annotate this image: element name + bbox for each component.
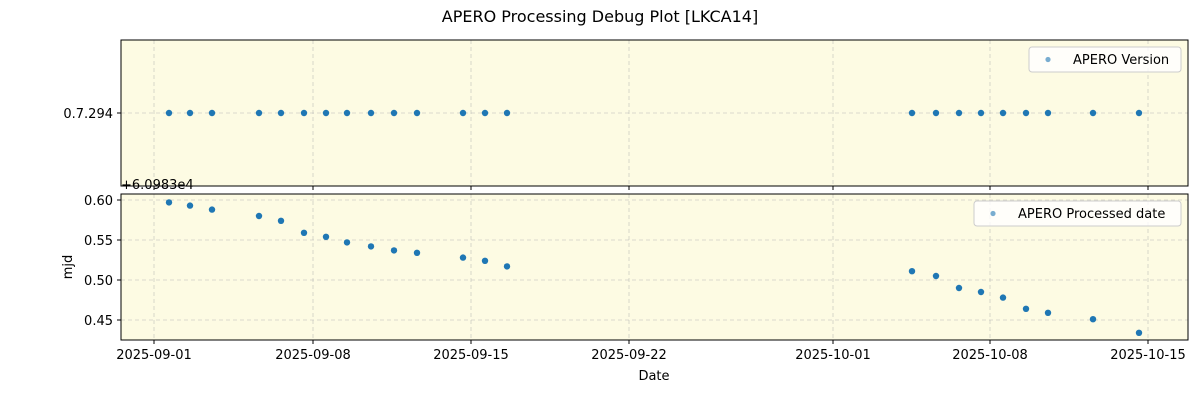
data-point — [1089, 316, 1097, 323]
x-tick-label: 2025-10-08 — [952, 348, 1028, 363]
data-point — [300, 229, 308, 236]
x-tick-label: 2025-09-15 — [433, 348, 509, 363]
data-point — [208, 206, 216, 213]
y-axis-label: mjd — [61, 255, 76, 280]
y-offset-text: +6.0983e4 — [121, 178, 194, 193]
legend-marker-icon — [1045, 56, 1051, 63]
grid-lines — [121, 40, 1188, 186]
data-point — [955, 109, 963, 117]
x-tick-label: 2025-09-01 — [116, 348, 192, 363]
axes-apero-version: 0.7.294 APERO Version — [63, 39, 1189, 190]
data-point — [999, 294, 1007, 301]
x-tick-label: 2025-10-01 — [795, 348, 871, 363]
data-point — [459, 109, 467, 117]
data-points — [165, 199, 1143, 336]
data-point — [413, 249, 421, 256]
data-point — [367, 109, 375, 117]
data-point — [1135, 109, 1143, 117]
data-point — [1044, 109, 1052, 117]
data-point — [322, 233, 330, 240]
axes-apero-processed-date: 2025-09-01 2025-09-08 2025-09-15 2025-09-22… — [61, 178, 1189, 384]
data-point — [503, 109, 511, 117]
data-point — [1089, 109, 1097, 117]
legend-box — [1028, 46, 1182, 73]
legend-label: APERO Version — [1073, 53, 1169, 68]
data-point — [481, 257, 489, 264]
x-ticks: 2025-09-01 2025-09-08 2025-09-15 2025-09-22… — [116, 340, 1186, 363]
data-point — [977, 109, 985, 117]
y-tick-label: 0.55 — [84, 234, 113, 249]
data-point — [932, 272, 940, 280]
data-point — [977, 288, 985, 296]
data-point — [459, 254, 467, 261]
data-point — [255, 212, 263, 220]
data-point — [186, 109, 194, 117]
data-point — [413, 109, 421, 117]
grid-lines — [121, 194, 1188, 340]
data-point — [955, 284, 963, 292]
data-point — [165, 109, 173, 117]
data-point — [165, 199, 173, 206]
legend-box — [973, 200, 1182, 227]
data-point — [1022, 109, 1030, 117]
x-tick-label: 2025-10-15 — [1110, 348, 1186, 363]
legend-apero-processed-date: APERO Processed date — [973, 200, 1182, 227]
y-ticks: 0.7.294 — [63, 107, 121, 122]
y-tick-label: 0.60 — [84, 194, 113, 209]
y-tick-label: 0.7.294 — [63, 107, 113, 122]
data-point — [908, 268, 916, 275]
data-point — [277, 217, 285, 224]
legend-marker-icon — [990, 210, 996, 217]
legend-apero-version: APERO Version — [1028, 46, 1182, 73]
axes-frame — [120, 193, 1189, 341]
data-point — [390, 109, 398, 117]
y-tick-label: 0.45 — [84, 314, 113, 329]
x-tick-label: 2025-09-08 — [275, 348, 351, 363]
data-point — [322, 109, 330, 117]
data-point — [208, 109, 216, 117]
y-ticks: 0.45 0.50 0.55 0.60 — [84, 194, 121, 329]
data-point — [390, 247, 398, 254]
x-tick-label: 2025-09-22 — [591, 348, 667, 363]
data-point — [367, 243, 375, 250]
data-point — [343, 239, 351, 246]
data-points — [165, 109, 1143, 117]
legend-label: APERO Processed date — [1018, 207, 1165, 222]
data-point — [1044, 309, 1052, 316]
figure-title: APERO Processing Debug Plot [LKCA14] — [442, 7, 758, 26]
x-tick-marks — [153, 186, 1149, 190]
y-tick-label: 0.50 — [84, 274, 113, 289]
data-point — [255, 109, 263, 117]
data-point — [481, 109, 489, 117]
data-point — [343, 109, 351, 117]
data-point — [908, 109, 916, 117]
data-point — [277, 109, 285, 117]
data-point — [300, 109, 308, 117]
data-point — [186, 202, 194, 209]
data-point — [1135, 329, 1143, 336]
data-point — [999, 109, 1007, 117]
data-point — [1022, 305, 1030, 312]
data-point — [932, 109, 940, 117]
x-axis-label: Date — [638, 369, 669, 384]
data-point — [503, 263, 511, 270]
